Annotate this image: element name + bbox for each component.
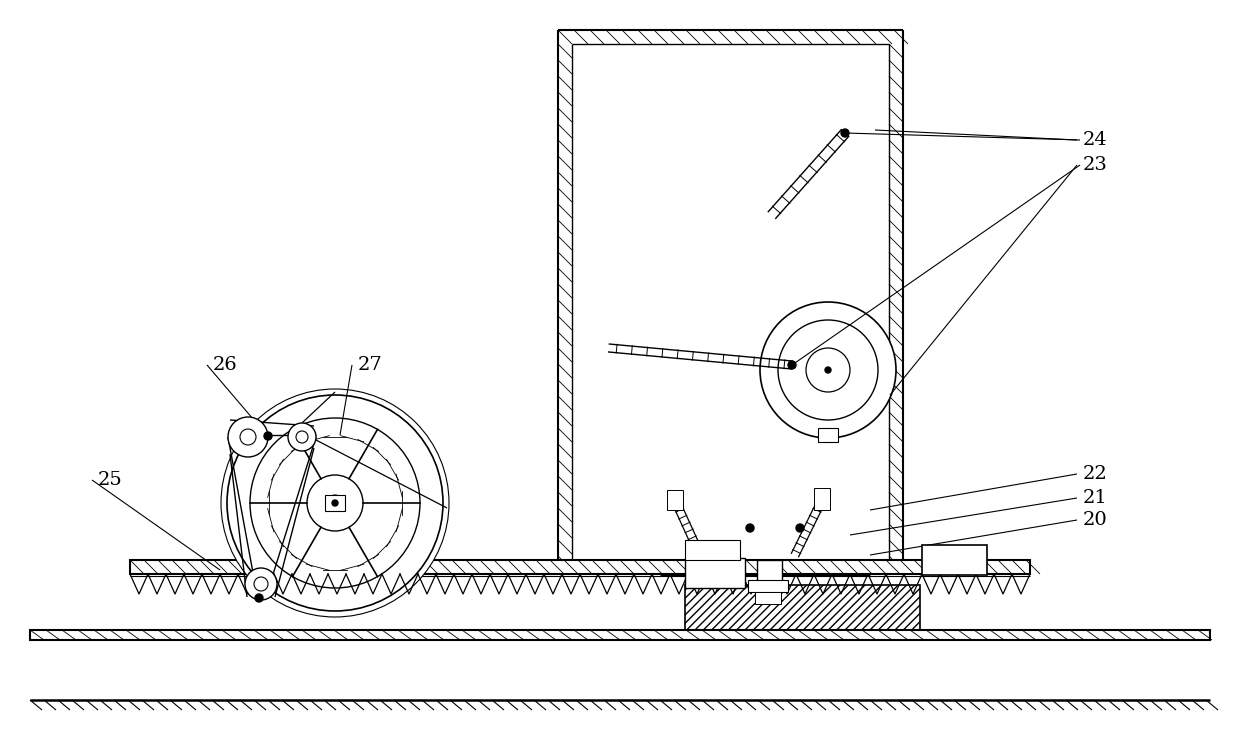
Text: 20: 20 (1083, 511, 1107, 529)
Text: 22: 22 (1083, 465, 1107, 483)
Circle shape (806, 348, 849, 392)
Bar (130, 560, 1030, 574)
Text: 24: 24 (1083, 131, 1107, 149)
Circle shape (296, 431, 308, 443)
Circle shape (255, 594, 263, 602)
Bar (756, 560, 782, 590)
Text: 26: 26 (212, 356, 237, 374)
Circle shape (327, 495, 343, 511)
Text: 27: 27 (357, 356, 382, 374)
Circle shape (254, 577, 268, 591)
Ellipse shape (250, 418, 420, 588)
Circle shape (746, 524, 754, 532)
Bar (30, 630, 1210, 640)
Circle shape (308, 475, 363, 531)
Text: 21: 21 (1083, 489, 1107, 507)
Circle shape (777, 320, 878, 420)
Circle shape (288, 423, 316, 451)
Bar (748, 580, 787, 592)
Circle shape (264, 432, 272, 440)
Bar (667, 490, 683, 510)
Circle shape (796, 524, 804, 532)
Bar (325, 495, 345, 511)
Bar (755, 592, 781, 604)
Circle shape (841, 129, 849, 137)
Circle shape (760, 302, 897, 438)
Circle shape (241, 429, 255, 445)
Bar (684, 585, 920, 635)
Circle shape (332, 500, 339, 506)
Ellipse shape (227, 395, 443, 611)
Circle shape (825, 367, 831, 373)
Text: 25: 25 (98, 471, 123, 489)
Bar (684, 558, 745, 588)
Circle shape (246, 568, 277, 600)
Ellipse shape (221, 389, 449, 617)
Text: 23: 23 (1083, 156, 1107, 174)
Bar (684, 540, 740, 560)
Bar (923, 545, 987, 575)
Circle shape (787, 361, 796, 369)
Bar (813, 488, 830, 510)
Bar (818, 428, 838, 442)
Circle shape (228, 417, 268, 457)
